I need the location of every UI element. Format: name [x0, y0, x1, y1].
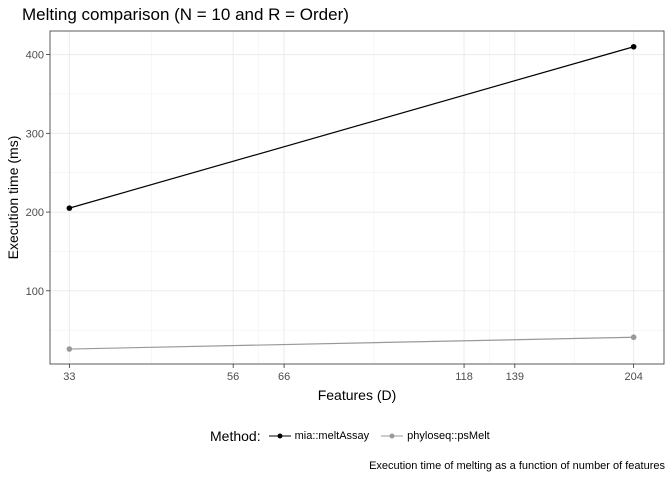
x-axis: 33 56 66 118 139 204: [63, 364, 643, 383]
y-tick-label: 400: [26, 50, 44, 62]
legend-key-meltassay: [268, 433, 291, 439]
series-line-0: [69, 46, 634, 209]
y-axis-title: Execution time (ms): [5, 136, 21, 260]
x-tick-label: 33: [63, 371, 75, 383]
x-tick-label: 56: [227, 371, 239, 383]
data-point-1-0: [66, 346, 73, 352]
plot-panel: [50, 31, 664, 364]
legend-item-psmelt: phyloseq::psMelt: [381, 430, 490, 442]
data-point-0-0: [66, 205, 73, 211]
y-tick-label: 300: [26, 128, 44, 140]
legend-item-meltassay: mia::meltAssay: [268, 430, 370, 442]
legend-title: Method:: [210, 428, 261, 444]
data-point-1-1: [630, 334, 637, 341]
legend-key-psmelt: [381, 433, 404, 439]
legend: Method: mia::meltAssay phyloseq::psMelt: [210, 428, 502, 444]
minor-gridlines: [50, 31, 664, 364]
x-tick-label: 118: [455, 371, 473, 383]
x-tick-label: 139: [506, 371, 524, 383]
plot-border: [49, 30, 665, 365]
legend-label-psmelt: phyloseq::psMelt: [407, 430, 490, 442]
series-layer: [66, 43, 637, 352]
y-tick-label: 200: [26, 207, 44, 219]
chart-title: Melting comparison (N = 10 and R = Order…: [22, 5, 349, 24]
x-axis-title: Features (D): [318, 387, 397, 403]
x-tick-label: 204: [624, 371, 642, 383]
data-point-0-1: [630, 43, 637, 50]
series-line-1: [69, 336, 634, 350]
chart-caption: Execution time of melting as a function …: [369, 460, 665, 472]
legend-label-meltassay: mia::meltAssay: [294, 430, 370, 442]
x-tick-label: 66: [278, 371, 290, 383]
major-gridlines: [50, 31, 664, 364]
y-tick-label: 100: [26, 286, 44, 298]
y-axis: 100 200 300 400: [26, 50, 50, 298]
